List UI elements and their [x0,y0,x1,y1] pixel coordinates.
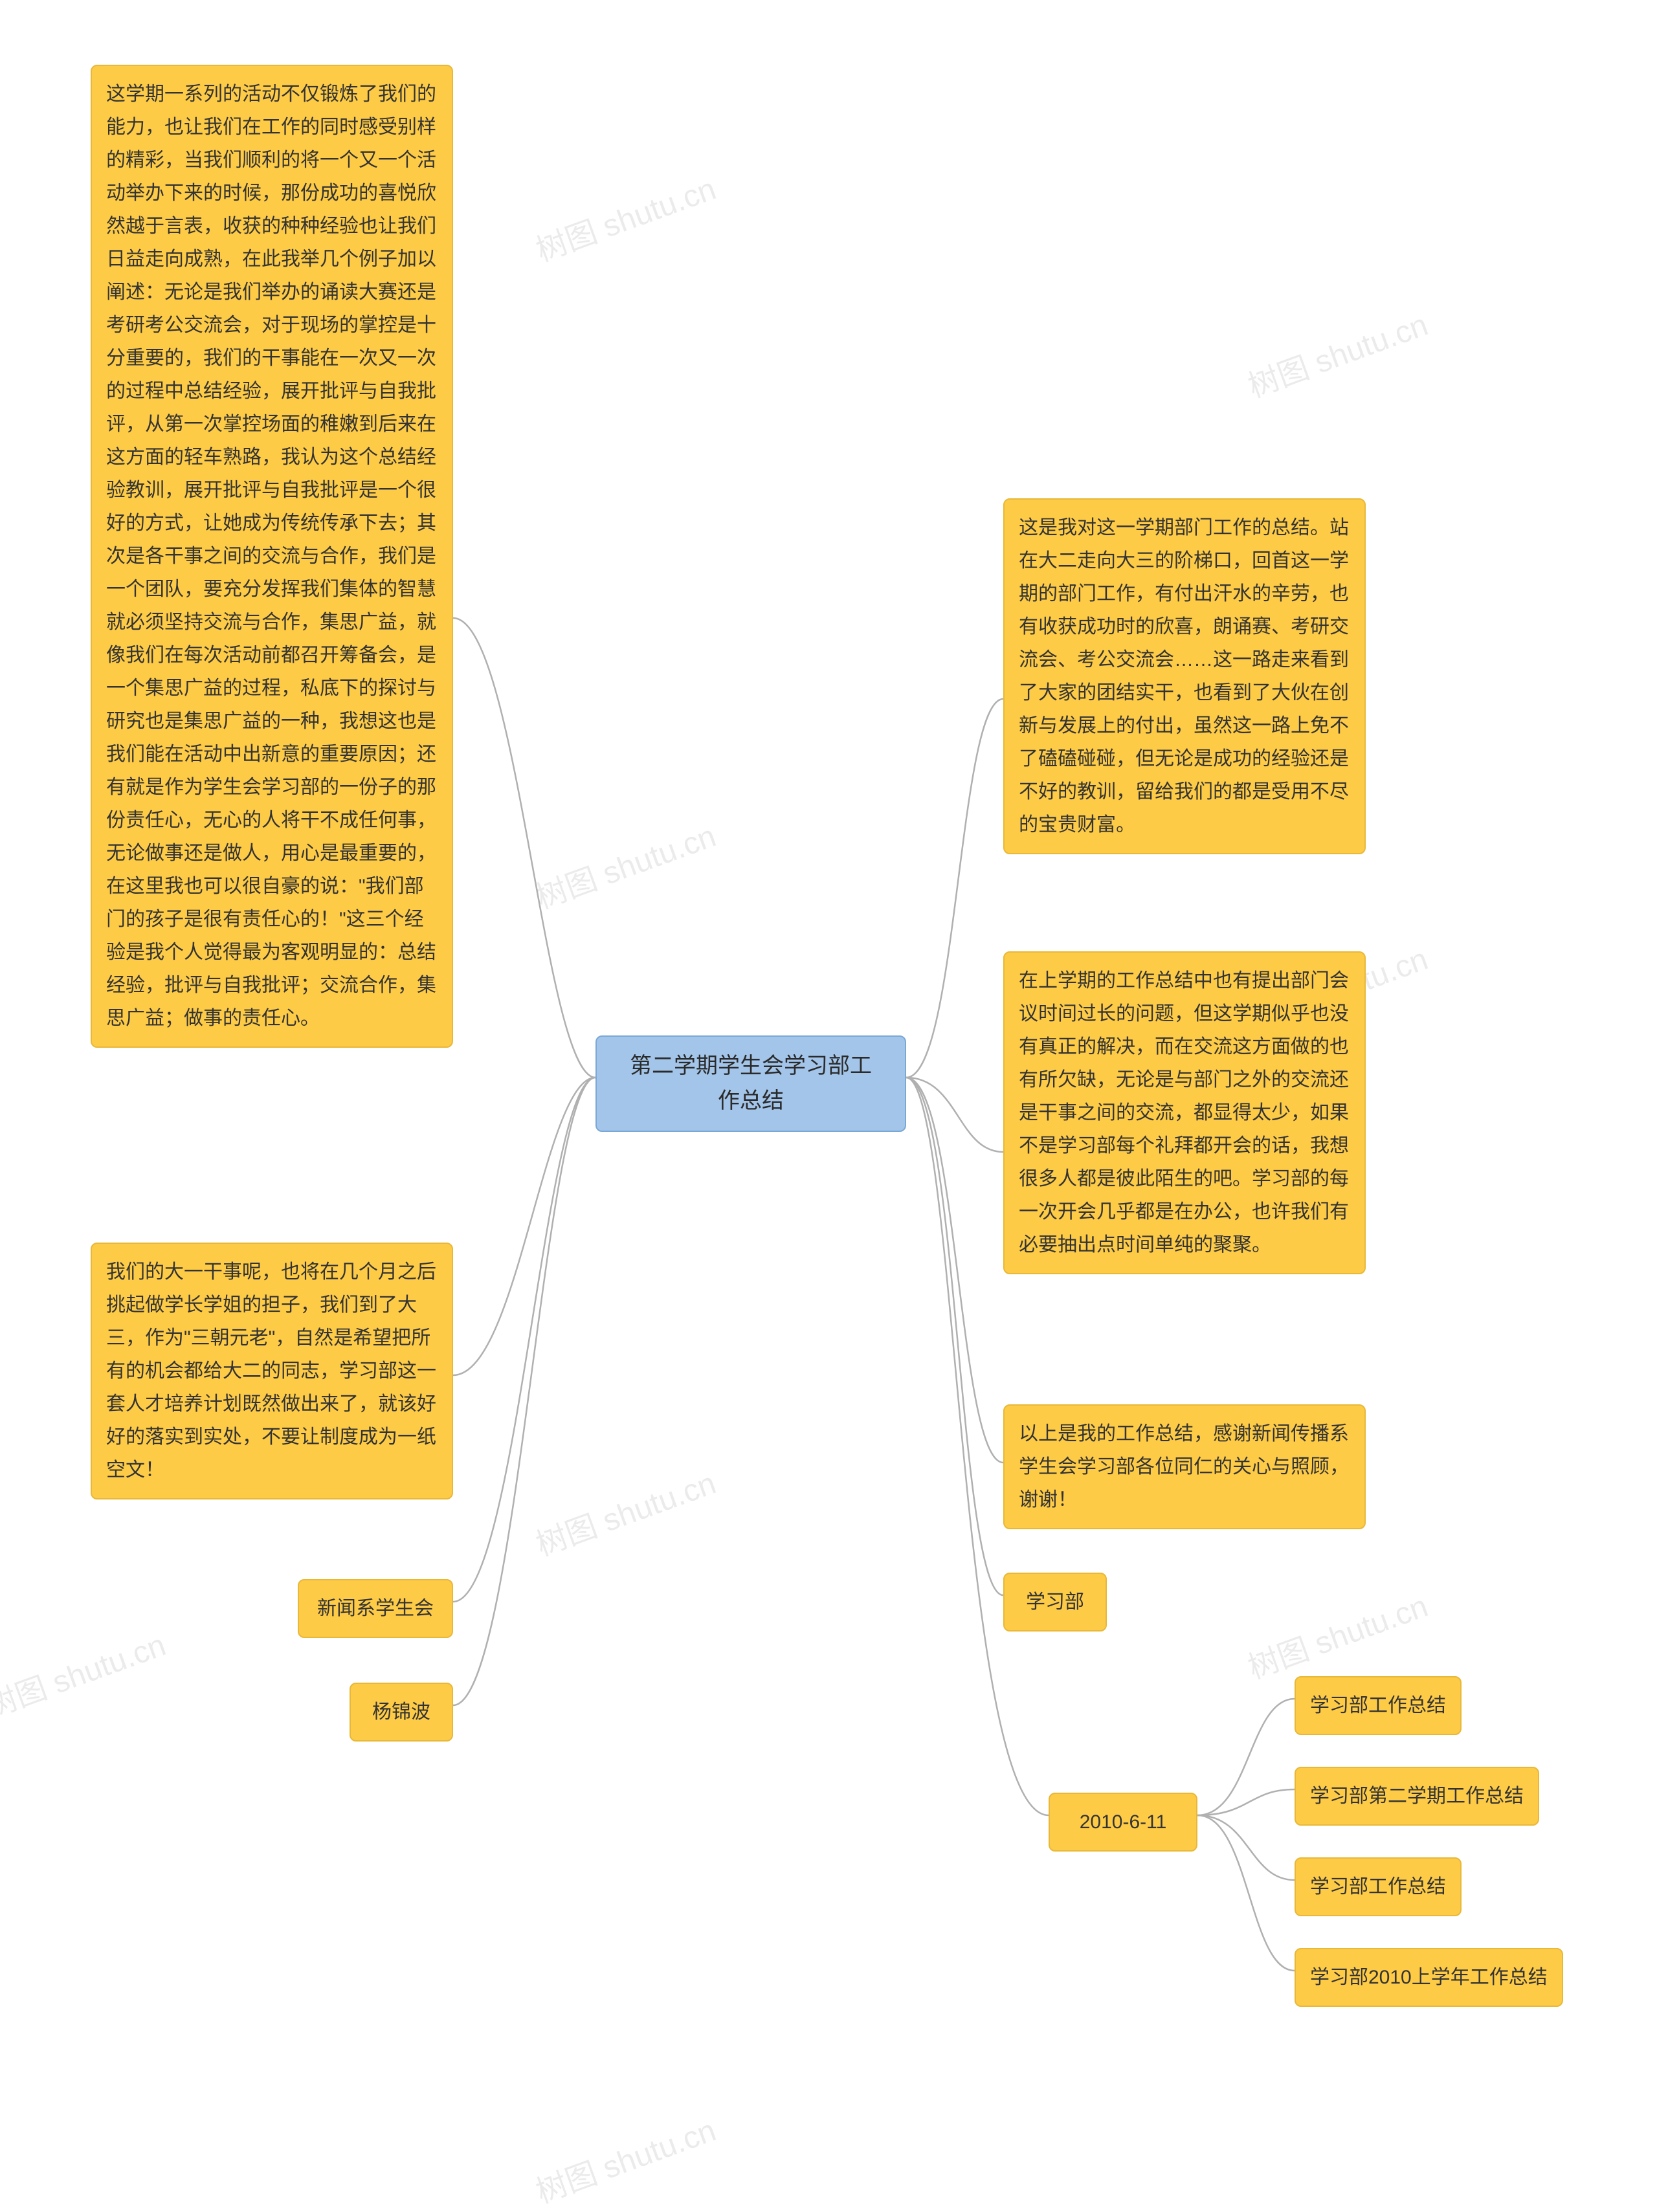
watermark: 树图 shutu.cn [0,1619,171,1726]
right-block-2-text: 在上学期的工作总结中也有提出部门会议时间过长的问题，但这学期似乎也没有真正的解决… [1019,970,1349,1255]
right-block-5: 2010-6-11 [1049,1793,1197,1852]
watermark: 树图 shutu.cn [529,163,721,270]
sub-item-1-text: 学习部工作总结 [1310,1695,1446,1716]
left-block-1-text: 这学期一系列的活动不仅锻炼了我们的能力，也让我们在工作的同时感受别样的精彩，当我… [106,83,436,1029]
sub-item-4-text: 学习部2010上学年工作总结 [1310,1967,1548,1988]
left-block-2: 我们的大一干事呢，也将在几个月之后挑起做学长学姐的担子，我们到了大三，作为"三朝… [91,1243,453,1499]
watermark: 树图 shutu.cn [529,1457,721,1564]
watermark: 树图 shutu.cn [529,810,721,917]
sub-item-3: 学习部工作总结 [1295,1857,1462,1916]
right-block-1: 这是我对这一学期部门工作的总结。站在大二走向大三的阶梯口，回首这一学期的部门工作… [1003,498,1366,854]
center-label: 第二学期学生会学习部工 作总结 [630,1054,872,1113]
left-block-1: 这学期一系列的活动不仅锻炼了我们的能力，也让我们在工作的同时感受别样的精彩，当我… [91,65,453,1048]
sub-item-4: 学习部2010上学年工作总结 [1295,1948,1563,2007]
left-block-3-text: 新闻系学生会 [317,1598,434,1619]
left-block-4-text: 杨锦波 [372,1701,430,1723]
right-block-3-text: 以上是我的工作总结，感谢新闻传播系学生会学习部各位同仁的关心与照顾，谢谢！ [1019,1423,1349,1510]
sub-item-1: 学习部工作总结 [1295,1676,1462,1735]
left-block-3: 新闻系学生会 [298,1579,453,1638]
watermark: 树图 shutu.cn [529,2105,721,2211]
left-block-4: 杨锦波 [350,1683,453,1742]
center-node: 第二学期学生会学习部工 作总结 [595,1035,906,1132]
watermark: 树图 shutu.cn [1241,299,1433,406]
right-block-3: 以上是我的工作总结，感谢新闻传播系学生会学习部各位同仁的关心与照顾，谢谢！ [1003,1404,1366,1529]
sub-item-3-text: 学习部工作总结 [1310,1876,1446,1897]
sub-item-2: 学习部第二学期工作总结 [1295,1767,1539,1826]
right-block-4: 学习部 [1003,1573,1107,1631]
watermark: 树图 shutu.cn [1241,1580,1433,1687]
right-block-1-text: 这是我对这一学期部门工作的总结。站在大二走向大三的阶梯口，回首这一学期的部门工作… [1019,517,1349,835]
right-block-2: 在上学期的工作总结中也有提出部门会议时间过长的问题，但这学期似乎也没有真正的解决… [1003,951,1366,1274]
right-block-5-text: 2010-6-11 [1080,1811,1167,1833]
sub-item-2-text: 学习部第二学期工作总结 [1310,1786,1524,1807]
left-block-2-text: 我们的大一干事呢，也将在几个月之后挑起做学长学姐的担子，我们到了大三，作为"三朝… [106,1261,436,1481]
right-block-4-text: 学习部 [1026,1591,1084,1613]
